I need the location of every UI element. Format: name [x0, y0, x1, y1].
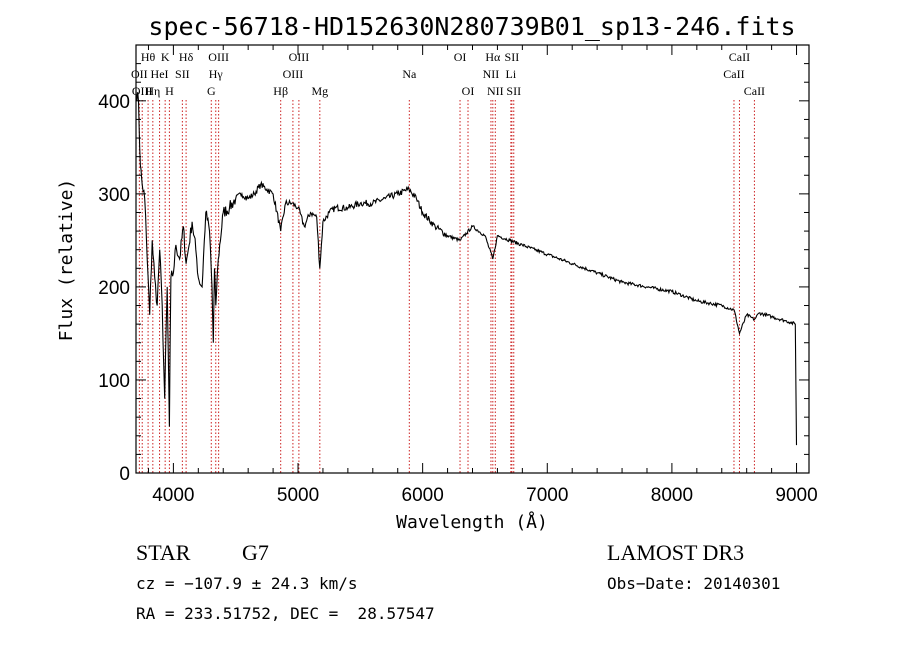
x-tick-label: 6000: [402, 485, 444, 506]
spectral-line-label: CaII: [729, 50, 750, 64]
spectral-line-label: SII: [506, 84, 521, 98]
spectral-line-label: OI: [462, 84, 475, 98]
spectral-line-label: Mg: [311, 84, 328, 98]
x-tick-label: 4000: [152, 485, 194, 506]
spectral-line-label: K: [161, 50, 170, 64]
spectral-line-label: HeI: [151, 67, 169, 81]
x-tick-label: 8000: [651, 485, 693, 506]
y-axis-label: Flux (relative): [56, 179, 77, 342]
redshift-velocity: cz = −107.9 ± 24.3 km/s: [136, 574, 358, 593]
spectral-line-label: OIII: [283, 67, 304, 81]
y-tick-label: 0: [119, 464, 130, 485]
y-tick-label: 200: [98, 278, 130, 299]
spectral-line-label: Hθ: [141, 50, 156, 64]
spectral-line-label: SII: [175, 67, 190, 81]
object-subclass: G7: [242, 540, 269, 565]
spectral-line-label: Na: [402, 67, 417, 81]
spectral-line-label: H: [165, 84, 174, 98]
spectral-lines-layer: Hθ K Hδ OIII OIII OI Hα SII CaII OII HeI SII Hγ OIII N…: [131, 50, 765, 473]
spectral-line-label: NII: [483, 67, 500, 81]
spectral-line-label: NII: [487, 84, 504, 98]
plot-frame: [135, 44, 810, 474]
spectral-line-label: OIII: [208, 50, 229, 64]
chart-title: spec-56718-HD152630N280739B01_sp13-246.f…: [148, 12, 795, 41]
spectral-line-label: CaII: [723, 67, 744, 81]
spectral-line-label: OII: [131, 67, 148, 81]
spectral-line-label: SII: [505, 50, 520, 64]
observation-date: Obs−Date: 20140301: [607, 574, 781, 593]
spectral-line-label: Hβ: [273, 84, 288, 98]
spectral-line-label: Hα: [485, 50, 501, 64]
spectral-line-label: Hδ: [179, 50, 194, 64]
y-tick-label: 100: [98, 371, 130, 392]
spectral-line-label: G: [207, 84, 216, 98]
x-tick-label: 9000: [775, 485, 817, 506]
spectrum-series-line: [135, 91, 798, 446]
y-tick-label: 300: [98, 185, 130, 206]
spectral-line-label: Li: [506, 67, 517, 81]
spectral-line-label: Hη: [145, 84, 160, 98]
spectral-line-label: OIII: [289, 50, 310, 64]
object-class: STAR: [136, 540, 191, 565]
spectral-line-label: CaII: [744, 84, 765, 98]
axis-ticks-layer: 4000 5000 6000 7000 8000 9000 0 100 200 300 400: [98, 45, 818, 506]
x-axis-label: Wavelength (Å): [396, 511, 548, 533]
x-tick-label: 7000: [526, 485, 568, 506]
coordinates: RA = 233.51752, DEC = 28.57547: [136, 604, 435, 623]
spectral-line-label: OI: [454, 50, 467, 64]
y-tick-label: 400: [98, 92, 130, 113]
x-tick-label: 5000: [277, 485, 319, 506]
survey-name: LAMOST DR3: [607, 540, 745, 565]
spectral-line-label: Hγ: [209, 67, 224, 81]
